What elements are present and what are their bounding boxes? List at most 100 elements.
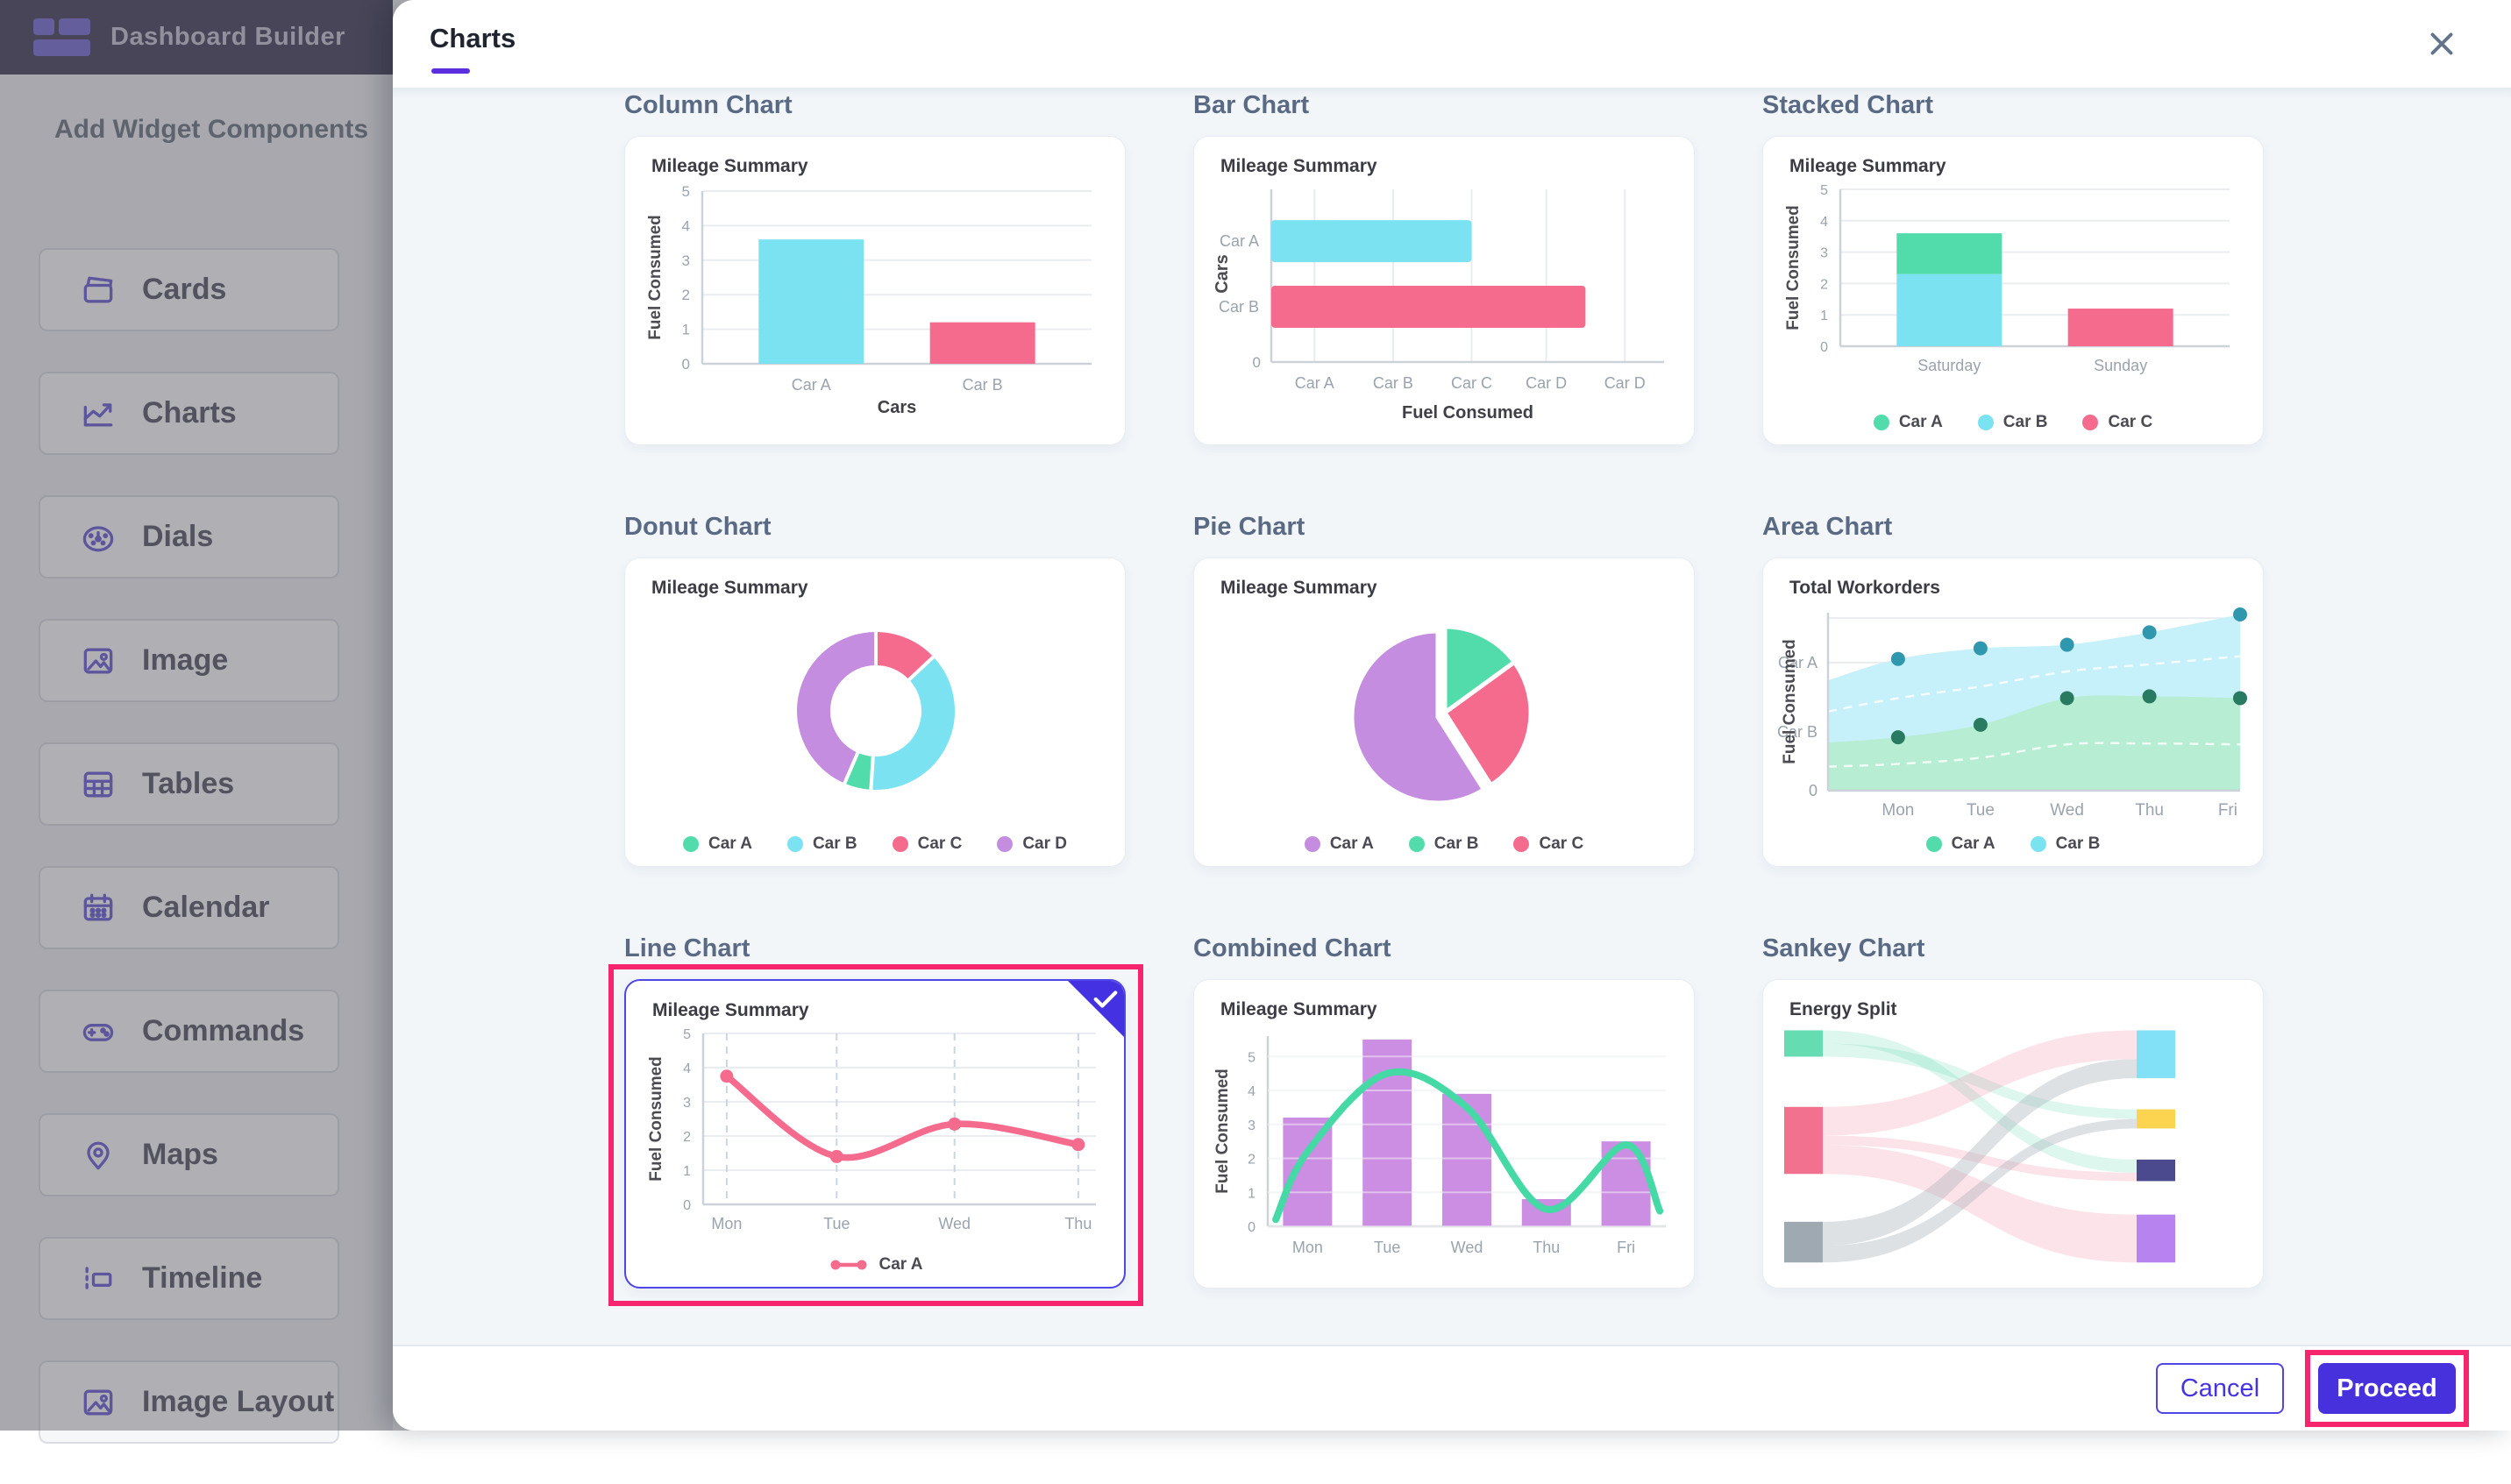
- close-button[interactable]: [2423, 26, 2460, 63]
- svg-text:Tue: Tue: [1374, 1239, 1400, 1256]
- cancel-button[interactable]: Cancel: [2156, 1363, 2284, 1414]
- modal-title: Charts: [430, 23, 516, 54]
- chart-legend: Car A: [626, 1255, 1124, 1275]
- check-icon: [1092, 989, 1119, 1010]
- svg-text:Car C: Car C: [1451, 374, 1492, 392]
- svg-text:Cars: Cars: [1213, 254, 1232, 293]
- svg-text:2: 2: [1248, 1153, 1256, 1168]
- svg-text:Fri: Fri: [1617, 1239, 1635, 1256]
- svg-text:Mon: Mon: [1881, 801, 1914, 820]
- pie-chart-figure: [1203, 599, 1687, 822]
- svg-text:Fuel Consumed: Fuel Consumed: [1402, 403, 1533, 422]
- section-title: Donut Chart: [624, 509, 1126, 544]
- svg-text:0: 0: [1809, 782, 1817, 799]
- modal-content: Column Chart Mileage Summary 0 1 2 3 4 5 Fuel …: [393, 88, 2511, 1345]
- svg-text:1: 1: [682, 322, 690, 338]
- svg-text:1: 1: [683, 1164, 691, 1179]
- section-title: Pie Chart: [1193, 509, 1695, 544]
- svg-text:Car D: Car D: [1526, 374, 1567, 392]
- chart-title: Energy Split: [1789, 999, 1897, 1020]
- svg-text:Saturday: Saturday: [1917, 357, 1981, 374]
- svg-text:Car A: Car A: [792, 376, 831, 394]
- modal-header: Charts: [393, 0, 2511, 88]
- chart-title: Mileage Summary: [1220, 156, 1377, 177]
- section-title: Line Chart: [624, 931, 1126, 966]
- title-underline: [431, 68, 470, 74]
- chart-title: Mileage Summary: [1789, 156, 1946, 177]
- proceed-highlight: Proceed: [2305, 1350, 2469, 1427]
- chart-card-sankey[interactable]: Energy Split: [1762, 979, 2264, 1289]
- svg-text:Car A: Car A: [1295, 374, 1334, 392]
- svg-text:Car B: Car B: [1373, 374, 1413, 392]
- svg-text:3: 3: [1820, 246, 1828, 261]
- svg-text:Tue: Tue: [823, 1215, 850, 1232]
- svg-text:4: 4: [1820, 215, 1828, 230]
- svg-text:Sunday: Sunday: [2094, 357, 2147, 374]
- section-title: Sankey Chart: [1762, 931, 2264, 966]
- svg-text:1: 1: [1248, 1186, 1256, 1201]
- svg-text:2: 2: [1820, 277, 1828, 292]
- svg-text:Wed: Wed: [938, 1215, 971, 1232]
- section-title: Column Chart: [624, 88, 1126, 123]
- svg-text:Mon: Mon: [1292, 1239, 1323, 1256]
- section-title: Area Chart: [1762, 509, 2264, 544]
- svg-text:Fuel Consumed: Fuel Consumed: [647, 1056, 665, 1182]
- svg-text:Car D: Car D: [1604, 374, 1646, 392]
- close-icon: [2426, 28, 2458, 60]
- svg-text:Tue: Tue: [1967, 801, 1995, 820]
- svg-text:5: 5: [683, 1027, 691, 1042]
- svg-text:3: 3: [1248, 1118, 1256, 1133]
- chart-title: Mileage Summary: [1220, 999, 1377, 1020]
- svg-text:Mon: Mon: [711, 1215, 742, 1232]
- svg-text:Car B: Car B: [1219, 298, 1259, 316]
- svg-text:2: 2: [682, 287, 690, 303]
- section-title: Stacked Chart: [1762, 88, 2264, 123]
- chart-type-grid: Column Chart Mileage Summary 0 1 2 3 4 5 Fuel …: [624, 88, 2264, 1289]
- svg-text:0: 0: [1253, 354, 1261, 371]
- donut-chart-figure: [634, 599, 1118, 822]
- svg-text:Thu: Thu: [1064, 1215, 1092, 1232]
- svg-text:5: 5: [1248, 1050, 1256, 1065]
- svg-text:Car B: Car B: [963, 376, 1003, 394]
- svg-text:2: 2: [683, 1130, 691, 1145]
- svg-text:1: 1: [1820, 309, 1828, 323]
- svg-text:3: 3: [683, 1096, 691, 1111]
- sankey-chart-figure: [1772, 1020, 2256, 1270]
- svg-text:4: 4: [683, 1062, 691, 1076]
- svg-text:Fuel Consumed: Fuel Consumed: [1213, 1069, 1232, 1194]
- svg-text:3: 3: [682, 252, 690, 269]
- chart-title: Mileage Summary: [651, 156, 808, 177]
- chart-title: Mileage Summary: [652, 1000, 809, 1021]
- chart-card-bar[interactable]: Mileage Summary Car A Car B Car C Car D Car …: [1193, 136, 1695, 445]
- modal-footer: Cancel Proceed: [393, 1345, 2511, 1431]
- chart-title: Total Workorders: [1789, 578, 1940, 599]
- svg-text:Fuel Consumed: Fuel Consumed: [1781, 639, 1799, 764]
- svg-text:0: 0: [682, 356, 690, 373]
- chart-title: Mileage Summary: [651, 578, 808, 599]
- svg-text:Wed: Wed: [1451, 1239, 1483, 1256]
- proceed-button[interactable]: Proceed: [2318, 1363, 2456, 1414]
- svg-text:4: 4: [682, 217, 690, 234]
- svg-text:Cars: Cars: [878, 398, 916, 417]
